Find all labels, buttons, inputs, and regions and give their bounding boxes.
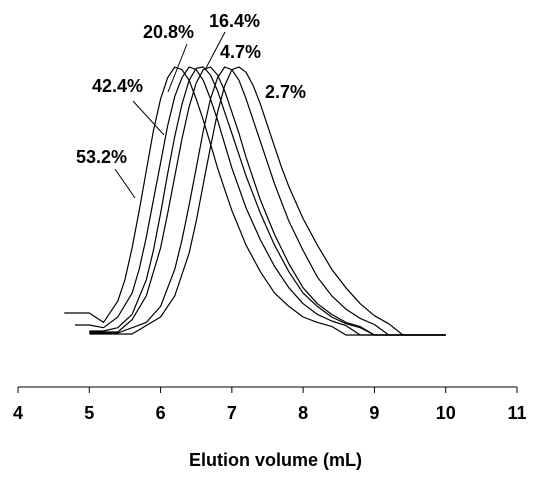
x-tick-label: 7 <box>227 403 237 423</box>
series-label: 4.7% <box>220 42 261 62</box>
x-axis-title: Elution volume (mL) <box>189 450 362 470</box>
series-line-4-7pct <box>89 66 446 336</box>
label-leader-line <box>132 100 165 136</box>
x-axis: 4 5 6 7 8 9 10 11 <box>13 386 527 423</box>
series-line-2-7pct <box>89 66 446 336</box>
x-tick-label: 5 <box>84 403 94 423</box>
series-label: 53.2% <box>76 147 127 167</box>
series-line-42-4pct <box>75 66 446 336</box>
series-label: 2.7% <box>265 82 306 102</box>
x-tick-label: 9 <box>369 403 379 423</box>
series-label: 16.4% <box>209 11 260 31</box>
series-label: 20.8% <box>143 22 194 42</box>
x-tick-label: 4 <box>13 403 23 423</box>
x-tick-label: 8 <box>298 403 308 423</box>
series-line-53-2pct <box>64 66 446 336</box>
label-leader-line <box>114 168 136 199</box>
x-tick-label: 10 <box>436 403 456 423</box>
x-tick-label: 11 <box>507 403 526 423</box>
series-label: 42.4% <box>92 76 143 96</box>
series-line-20-8pct <box>89 66 446 336</box>
annotation-layer: 53.2% 42.4% 20.8% 16.4% 4.7%2.7% <box>76 11 306 199</box>
x-tick-label: 6 <box>156 403 166 423</box>
label-leader-line <box>167 43 188 93</box>
label-leader-line <box>205 31 226 69</box>
series-layer <box>64 66 446 336</box>
series-line-16-4pct <box>89 66 446 336</box>
